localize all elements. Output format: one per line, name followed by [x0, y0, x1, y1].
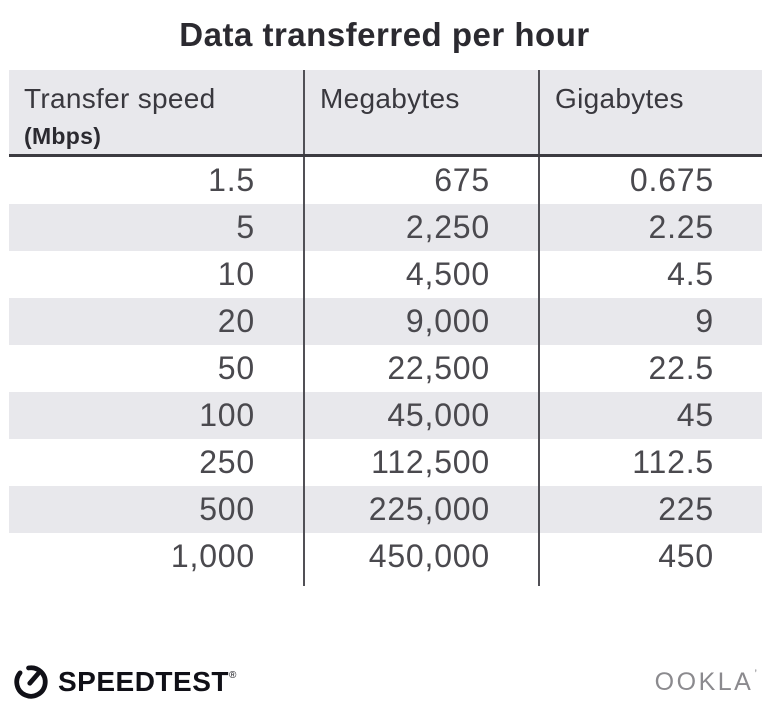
- table-row: 500 225,000 225: [9, 486, 762, 533]
- megabytes-cell: 225,000: [303, 486, 538, 533]
- speed-cell: 20: [217, 303, 255, 339]
- megabytes-cell: 22,500: [303, 345, 538, 392]
- gigabytes-cell: 112.5: [538, 439, 762, 486]
- gigabytes-cell: 2.25: [538, 204, 762, 251]
- megabytes-cell: 112,500: [303, 439, 538, 486]
- speedtest-logo: SPEEDTEST®: [12, 663, 237, 701]
- megabytes-cell: 675: [303, 157, 538, 204]
- ookla-trademark-icon: ’: [754, 667, 757, 681]
- megabytes-cell: 450,000: [303, 533, 538, 580]
- speedtest-wordmark: SPEEDTEST®: [58, 666, 237, 697]
- gigabytes-cell: 4.5: [538, 251, 762, 298]
- gigabytes-cell: 450: [538, 533, 762, 580]
- speed-cell: 50: [217, 350, 255, 386]
- speed-cell: 5: [236, 209, 255, 245]
- header-gigabytes-label: Gigabytes: [555, 83, 684, 114]
- table-row: 1.5 675 0.675: [9, 157, 762, 204]
- gigabytes-cell: 0.675: [538, 157, 762, 204]
- table-row: 10 4,500 4.5: [9, 251, 762, 298]
- header-transfer-speed: Transfer speed (Mbps): [9, 70, 303, 154]
- speed-cell: 10: [217, 256, 255, 292]
- footer: SPEEDTEST® OOKLA ’: [0, 660, 769, 704]
- gigabytes-cell: 225: [538, 486, 762, 533]
- table-header-row: Transfer speed (Mbps) Megabytes Gigabyte…: [9, 70, 762, 157]
- gigabytes-cell: 45: [538, 392, 762, 439]
- speed-cell: 500: [199, 491, 255, 527]
- data-table: Transfer speed (Mbps) Megabytes Gigabyte…: [9, 70, 762, 586]
- megabytes-cell: 45,000: [303, 392, 538, 439]
- megabytes-cell: 9,000: [303, 298, 538, 345]
- table-row: 250 112,500 112.5: [9, 439, 762, 486]
- table-row: 20 9,000 9: [9, 298, 762, 345]
- gigabytes-cell: 22.5: [538, 345, 762, 392]
- megabytes-cell: 2,250: [303, 204, 538, 251]
- header-megabytes-label: Megabytes: [320, 83, 460, 114]
- registered-trademark-icon: ®: [228, 670, 237, 681]
- ookla-wordmark: OOKLA: [654, 668, 754, 696]
- speed-cell: 1.5: [208, 162, 255, 198]
- table-row: 100 45,000 45: [9, 392, 762, 439]
- table-divider-tail: [9, 580, 762, 586]
- speed-cell: 250: [199, 444, 255, 480]
- header-megabytes: Megabytes: [303, 70, 538, 154]
- gigabytes-cell: 9: [538, 298, 762, 345]
- header-transfer-speed-label: Transfer speed: [24, 83, 216, 114]
- table-row: 1,000 450,000 450: [9, 533, 762, 580]
- ookla-logo: OOKLA ’: [655, 667, 757, 697]
- megabytes-cell: 4,500: [303, 251, 538, 298]
- speed-cell: 1,000: [170, 538, 255, 574]
- header-gigabytes: Gigabytes: [538, 70, 762, 154]
- table-row: 50 22,500 22.5: [9, 345, 762, 392]
- page-title: Data transferred per hour: [179, 16, 590, 53]
- speedtest-gauge-icon: [14, 665, 48, 699]
- table-row: 5 2,250 2.25: [9, 204, 762, 251]
- table-body: 1.5 675 0.675 5 2,250 2.25 10 4,500 4.5 20 9,000 9 5…: [9, 157, 762, 580]
- header-mbps-unit: (Mbps): [24, 123, 102, 149]
- speed-cell: 100: [199, 397, 255, 433]
